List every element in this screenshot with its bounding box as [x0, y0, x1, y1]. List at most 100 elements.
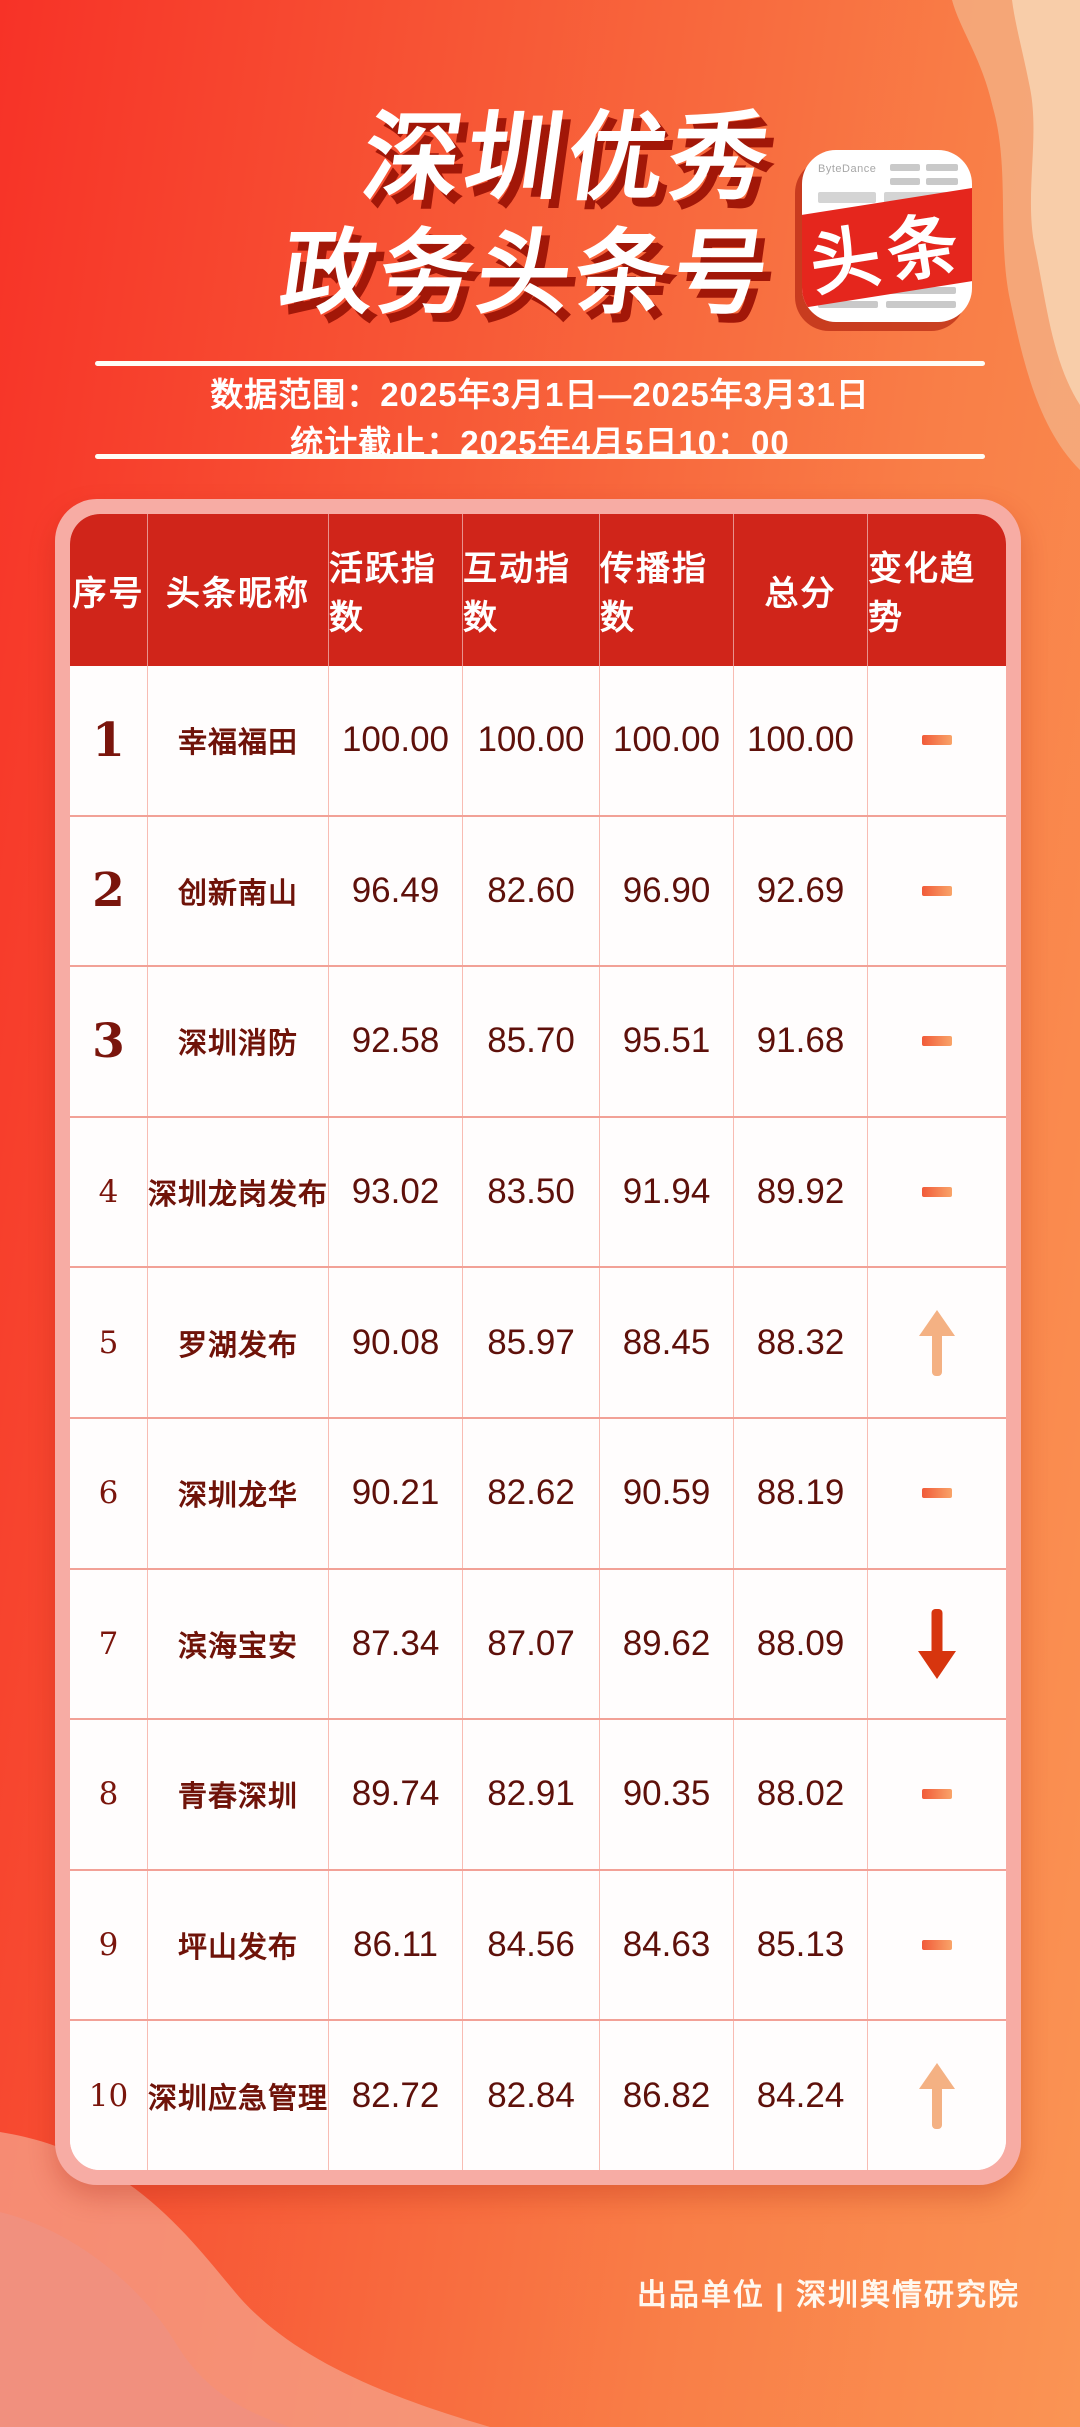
total-score-cell: 88.32: [734, 1268, 868, 1417]
rank-cell: 7: [70, 1569, 148, 1719]
spread-index-cell: 89.62: [600, 1569, 734, 1719]
rank-cell: 5: [70, 1268, 148, 1417]
table-row: 4 深圳龙岗发布 93.02 83.50 91.94 89.92: [70, 1117, 1006, 1269]
total-score-cell: 91.68: [734, 967, 868, 1116]
active-index-cell: 86.11: [329, 1870, 463, 2020]
trend-cell: [868, 1720, 1006, 1869]
spread-index-cell: 86.82: [600, 2021, 734, 2170]
rank-cell: 1: [70, 666, 148, 815]
account-name-cell: 深圳应急管理: [148, 2021, 329, 2170]
date-info: 数据范围：2025年3月1日—2025年3月31日 统计截止：2025年4月5日…: [0, 368, 1080, 461]
trend-cell: [868, 1570, 1006, 1719]
active-index-cell: 100.00: [329, 666, 463, 815]
table-row: 2 创新南山 96.49 82.60 96.90 92.69: [70, 816, 1006, 968]
table-row: 8 青春深圳 89.74 82.91 90.35 88.02: [70, 1720, 1006, 1871]
interact-index-cell: 82.91: [463, 1720, 600, 1869]
active-index-cell: 90.21: [329, 1418, 463, 1568]
account-name-cell: 罗湖发布: [148, 1268, 329, 1417]
interact-index-cell: 83.50: [463, 1117, 600, 1267]
active-index-cell: 82.72: [329, 2021, 463, 2170]
account-name-cell: 深圳龙岗发布: [148, 1117, 329, 1267]
trend-cell: [868, 666, 1006, 815]
newsline-bar: [886, 287, 956, 294]
spread-index-cell: 88.45: [600, 1268, 734, 1417]
trend-cell: [868, 817, 1006, 966]
table-row: 3 深圳消防 92.58 85.70 95.51 91.68: [70, 967, 1006, 1118]
account-name-cell: 深圳消防: [148, 967, 329, 1116]
newsline-bar: [926, 164, 958, 171]
active-index-cell: 90.08: [329, 1268, 463, 1417]
col-header-trend: 变化趋势: [868, 550, 976, 637]
active-index-cell: 96.49: [329, 816, 463, 966]
table-row: 6 深圳龙华 90.21 82.62 90.59 88.19: [70, 1418, 1006, 1570]
col-header-spread-index: 传播指数: [600, 514, 734, 666]
spread-index-cell: 90.35: [600, 1720, 734, 1869]
rank-cell: 8: [70, 1720, 148, 1869]
col-header-active-index: 活跃指数: [329, 514, 463, 666]
interact-index-cell: 82.60: [463, 816, 600, 966]
trend-flat-icon: [922, 1488, 952, 1499]
col-header-total-score: 总分: [734, 514, 868, 666]
interact-index-cell: 87.07: [463, 1569, 600, 1719]
rank-cell: 2: [70, 816, 148, 966]
newsline-bar: [890, 178, 920, 185]
account-name-cell: 坪山发布: [148, 1870, 329, 2020]
spread-index-cell: 90.59: [600, 1418, 734, 1568]
bytedance-brand-text: ByteDance: [818, 163, 877, 175]
account-name-cell: 幸福福田: [148, 666, 329, 815]
total-score-cell: 100.00: [734, 666, 868, 815]
rank-cell: 3: [70, 967, 148, 1116]
active-index-cell: 87.34: [329, 1569, 463, 1719]
col-header-interact-index: 互动指数: [463, 514, 600, 666]
title-line-1: 深圳优秀: [356, 103, 780, 212]
total-score-cell: 85.13: [734, 1870, 868, 2020]
spread-index-cell: 100.00: [600, 666, 734, 815]
interact-index-cell: 85.70: [463, 967, 600, 1116]
trend-flat-icon: [922, 735, 952, 746]
col-header-nickname: 头条昵称: [148, 514, 329, 666]
trend-cell: [868, 2021, 1006, 2170]
account-name-cell: 深圳龙华: [148, 1418, 329, 1568]
rank-cell: 9: [70, 1870, 148, 2020]
date-range-text: 数据范围：2025年3月1日—2025年3月31日: [210, 376, 870, 413]
trend-flat-icon: [922, 885, 952, 896]
interact-index-cell: 82.84: [463, 2021, 600, 2170]
col-header-rank: 序号: [70, 514, 148, 666]
interact-index-cell: 100.00: [463, 666, 600, 815]
total-score-cell: 88.09: [734, 1569, 868, 1719]
table-row: 7 滨海宝安 87.34 87.07 89.62 88.09: [70, 1569, 1006, 1721]
interact-index-cell: 82.62: [463, 1418, 600, 1568]
trend-cell: [868, 1118, 1006, 1267]
newsline-bar: [818, 192, 876, 203]
trend-flat-icon: [922, 1187, 952, 1198]
newsline-bar: [886, 301, 956, 308]
toutiao-app-icon: ByteDance 头条: [802, 150, 972, 322]
spread-index-cell: 84.63: [600, 1870, 734, 2020]
total-score-cell: 92.69: [734, 816, 868, 966]
account-name-cell: 滨海宝安: [148, 1569, 329, 1719]
trend-flat-icon: [922, 1940, 952, 1951]
table-row: 1 幸福福田 100.00 100.00 100.00 100.00: [70, 666, 1006, 817]
table-body: 1 幸福福田 100.00 100.00 100.00 100.00 2 创新南…: [70, 666, 1006, 2170]
rank-cell: 4: [70, 1117, 148, 1267]
account-name-cell: 创新南山: [148, 816, 329, 966]
active-index-cell: 89.74: [329, 1720, 463, 1869]
trend-down-icon: [918, 1609, 956, 1679]
trend-cell: [868, 1871, 1006, 2020]
active-index-cell: 93.02: [329, 1117, 463, 1267]
total-score-cell: 88.02: [734, 1720, 868, 1869]
spread-index-cell: 95.51: [600, 967, 734, 1116]
divider-line-bottom: [95, 454, 985, 459]
total-score-cell: 89.92: [734, 1117, 868, 1267]
ranking-table: 序号 头条昵称 活跃指数 互动指数 传播指数 总分 变化趋势 1 幸福福田 10…: [70, 514, 1006, 2170]
newsline-bar: [926, 178, 958, 185]
account-name-cell: 青春深圳: [148, 1720, 329, 1869]
trend-flat-icon: [922, 1789, 952, 1800]
table-header-row: 序号 头条昵称 活跃指数 互动指数 传播指数 总分 变化趋势: [70, 514, 1006, 666]
trend-cell: [868, 1268, 1006, 1417]
active-index-cell: 92.58: [329, 967, 463, 1116]
newsline-bar: [818, 301, 878, 308]
trend-up-icon: [919, 2063, 955, 2129]
total-score-cell: 88.19: [734, 1418, 868, 1568]
title-line-2: 政务头条号: [274, 220, 780, 325]
